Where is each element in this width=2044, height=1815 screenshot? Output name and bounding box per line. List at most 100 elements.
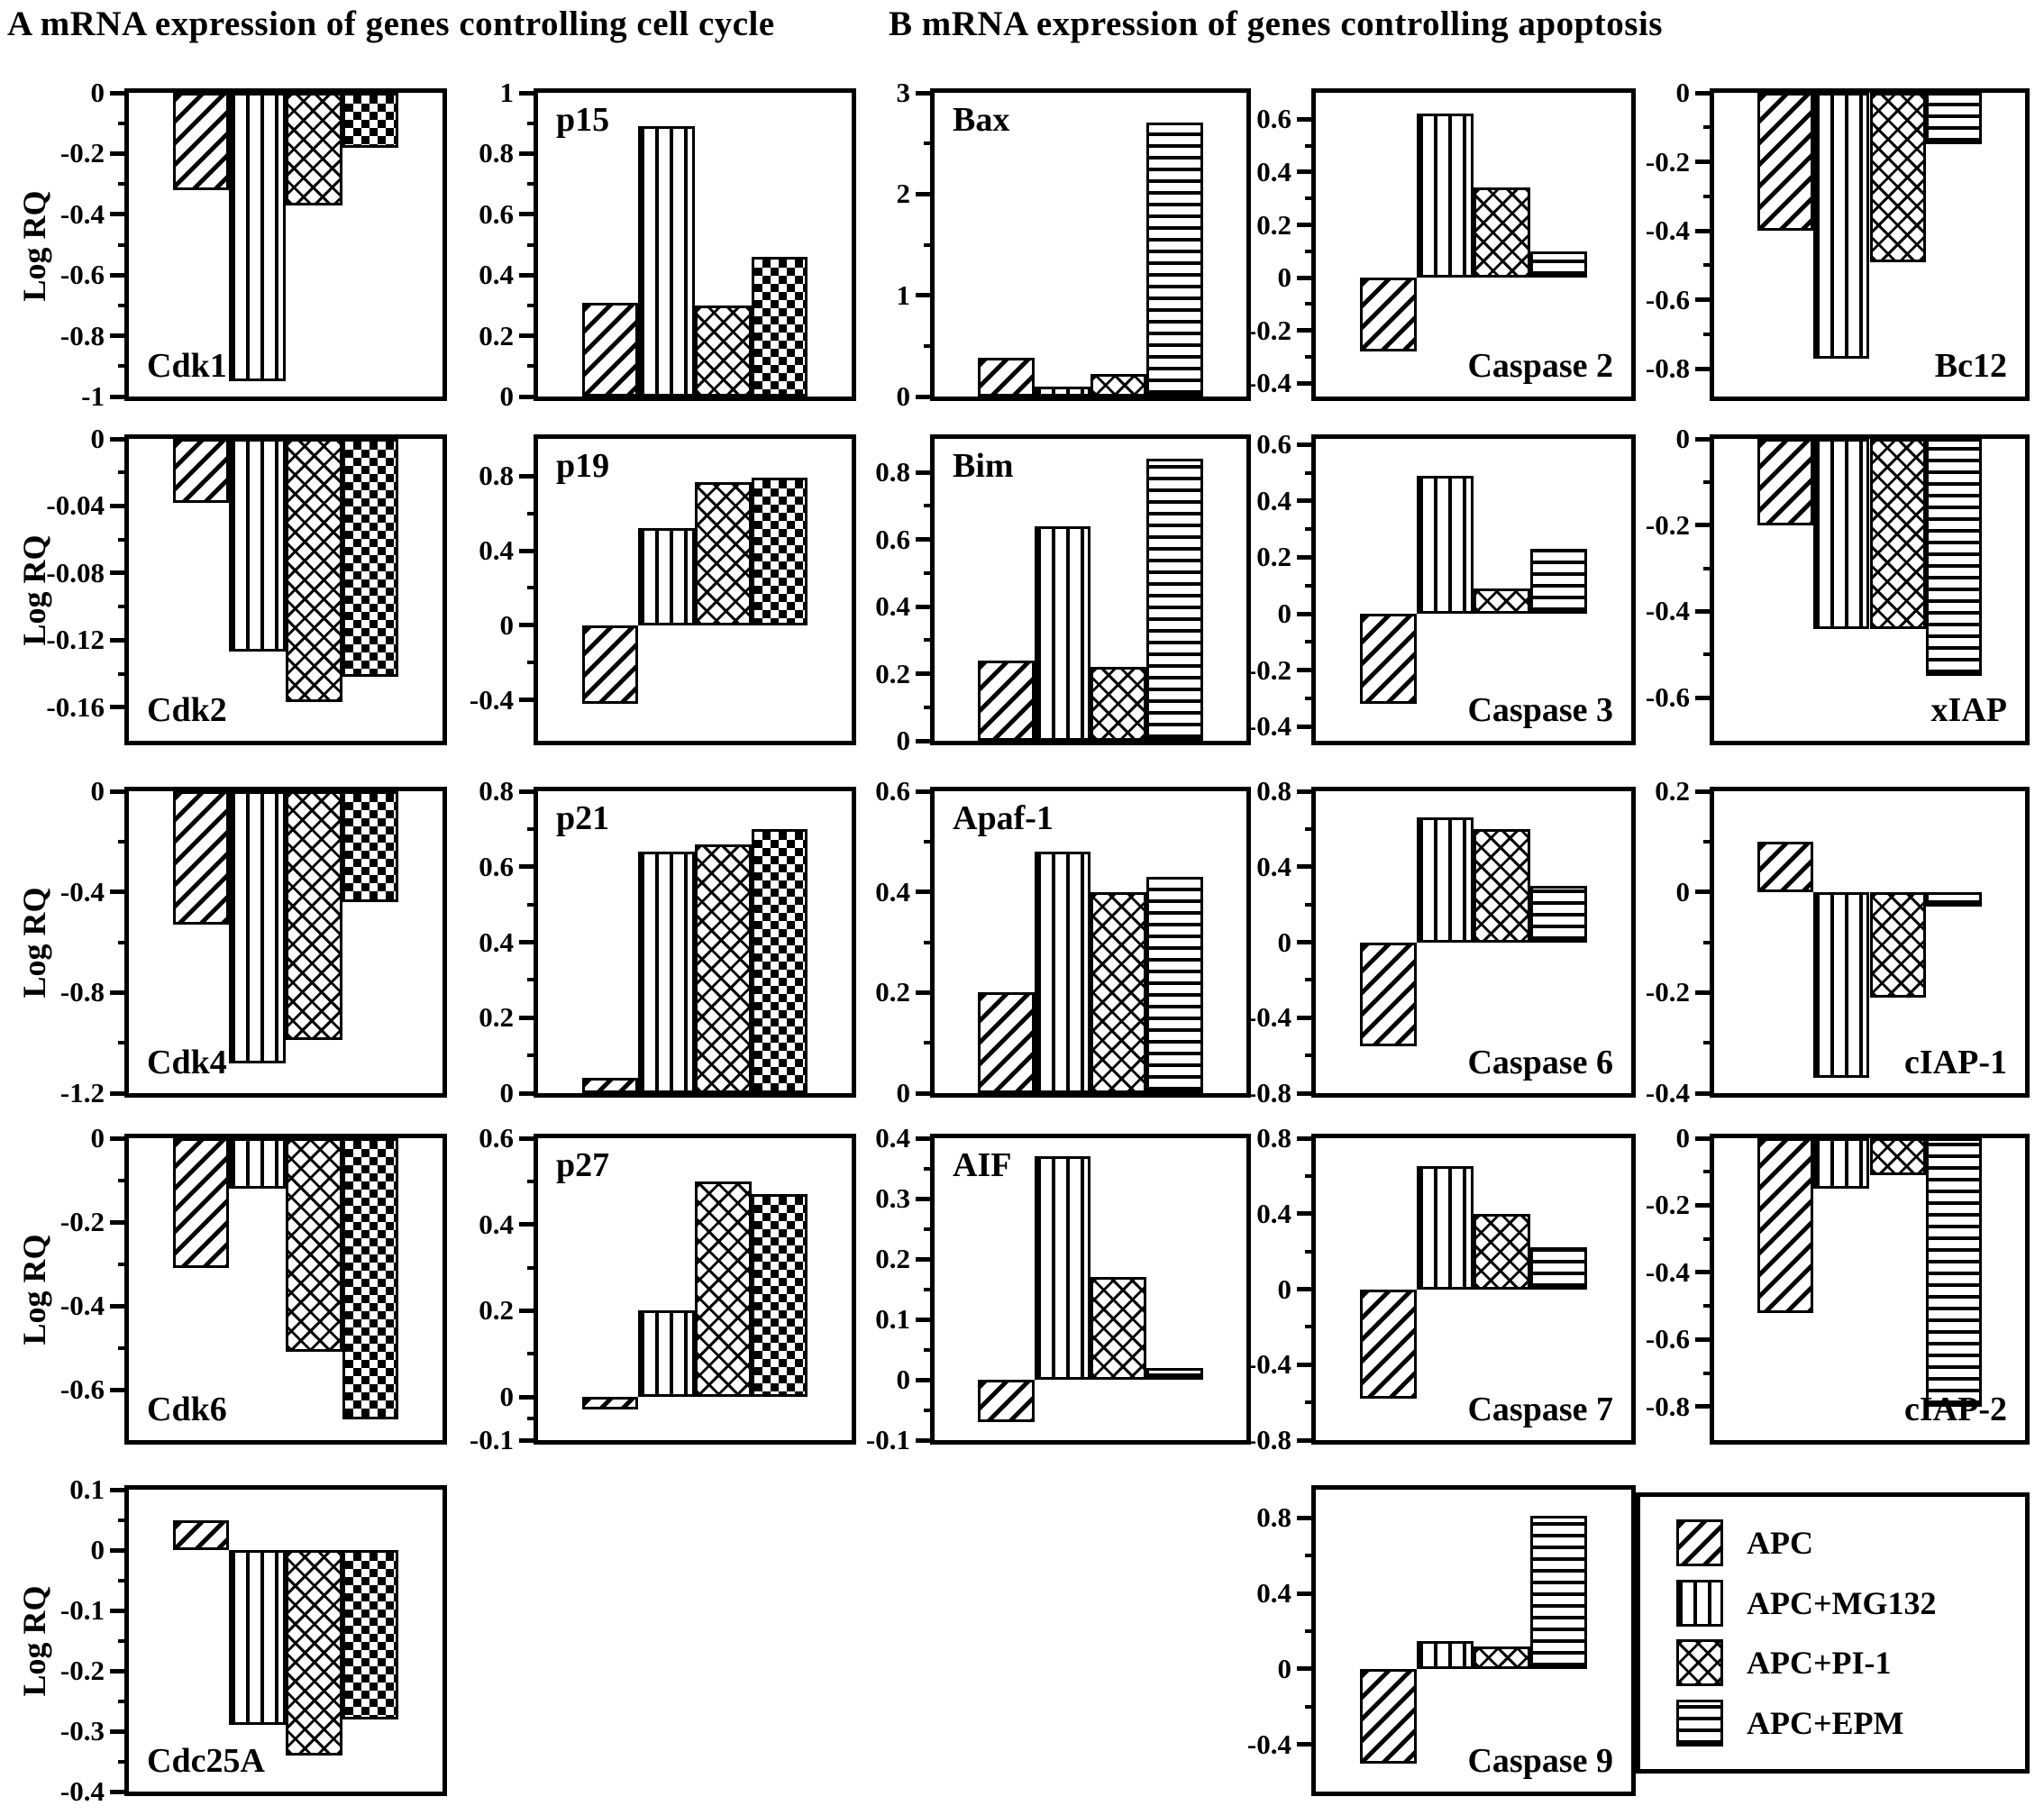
chart-p15: 1 0.8 0.6 0.4 0.2 0 p15 [479,77,856,412]
legend-swatch-diag-icon [1676,1519,1723,1567]
y-axis-minor-tick [924,504,935,508]
chart-cdk6: 0 -0.2 -0.4 -0.6 Cdk6 [60,1122,447,1445]
bar-apc-epm [1530,885,1587,943]
y-axis-minor-tick [118,537,129,542]
gene-label-bax: Bax [953,101,1010,139]
bar-apc-mg132 [1417,114,1474,278]
legend-swatch-vert-icon [1676,1579,1723,1627]
bar-apc-pi-1 [286,791,342,1041]
y-axis-tick-label: -0.4 [1246,1728,1291,1760]
chart-p21: 0.8 0.6 0.4 0.2 0 p21 [479,775,856,1108]
y-axis-tick-label: -0.4 [1246,367,1291,399]
y-axis-tick [1695,695,1714,700]
y-axis-minor-tick [1703,940,1714,944]
y-axis-tick [110,272,129,278]
y-axis-tick [110,436,129,442]
y-axis-minor-tick [527,364,538,369]
bar-apc-epm [342,439,399,678]
bar-apc [172,791,230,925]
y-axis-tick [1297,1742,1316,1747]
y-axis-minor-tick [1703,263,1714,268]
y-axis-tick [110,1387,129,1392]
y-axis-tick [1297,1666,1316,1672]
bar-apc [1360,278,1417,352]
y-axis-tick-label: 0.4 [875,1122,910,1154]
y-axis-minor-tick [118,121,129,125]
y-axis-tick-label: -0.8 [1246,1424,1291,1455]
bar-apc-epm [751,1194,808,1398]
bar-apc [1757,439,1814,525]
legend-item-label: APC+MG132 [1747,1584,1937,1621]
bar-apc-pi-1 [1869,891,1926,998]
bar-apc-pi-1 [1474,828,1530,943]
y-axis-minor-tick [527,511,538,515]
bar-apc-mg132 [1034,1156,1090,1380]
y-axis-tick [916,537,935,543]
bar-apc-mg132 [1813,1138,1870,1189]
y-axis-minor-tick [118,303,129,307]
y-axis-tick [110,1090,129,1096]
bar-apc-pi-1 [1869,439,1926,629]
gene-label-bim: Bim [953,447,1014,485]
bar-apc-pi-1 [286,439,342,703]
y-axis-tick-label: -0.4 [59,1775,105,1807]
y-axis-tick-label: 0 [499,1381,515,1413]
y-axis-tick [519,1308,538,1313]
y-axis-minor-tick [1305,527,1316,532]
y-axis-tick [110,1728,129,1734]
y-axis-minor-tick [1703,1304,1714,1309]
y-axis-tick-label: 0.4 [1256,850,1291,882]
y-axis-minor-tick [1305,1400,1316,1405]
bar-apc-epm [1530,251,1587,278]
chart-cdk4: 0 -0.4 -0.8 -1.2 Cdk4 [60,775,447,1108]
y-axis-tick [916,604,935,609]
bar-apc-mg132 [1813,93,1870,359]
bar-apc-pi-1 [1090,374,1147,397]
y-axis-tick [110,394,129,399]
y-axis-tick [519,1437,538,1443]
bar-apc-pi-1 [1869,93,1926,262]
y-axis-tick [1297,1437,1316,1443]
y-axis-tick [110,150,129,156]
y-axis-tick [519,212,538,217]
y-axis-tick-label: 0 [1277,926,1292,958]
y-axis-tick [916,191,935,196]
y-axis-tick [1297,724,1316,729]
bar-apc [978,660,1035,741]
y-axis-tick-label: 0.4 [1256,1197,1291,1229]
y-axis-tick-label: 0 [1675,423,1691,454]
y-axis-tick [1297,611,1316,616]
y-axis-tick-label: 0.2 [479,319,514,351]
y-axis-minor-tick [527,303,538,307]
legend-item-apc-epm: APC+EPM [1676,1699,2016,1747]
y-axis-tick [519,698,538,702]
y-axis-tick [519,623,538,628]
y-axis-tick-label: 0 [499,608,515,641]
y-axis-tick-label: 0.4 [875,590,910,623]
y-axis-tick [916,990,935,995]
y-axis-tick-label: -0.1 [469,1424,514,1455]
y-axis-tick-label: -1 [81,380,105,412]
bar-apc [172,1519,230,1550]
y-axis-minor-tick [1703,194,1714,198]
bar-apc [1360,942,1417,1046]
y-axis-tick-label: 0 [1277,261,1292,294]
bar-apc-pi-1 [1090,667,1147,741]
bar-apc-mg132 [638,1310,695,1398]
y-axis-minor-tick [1703,1041,1714,1045]
chart-p27: 0.6 0.4 0.2 0 -0.1 p27 [470,1122,856,1455]
y-axis-minor-tick [118,839,129,844]
y-axis-tick [1297,1287,1316,1291]
y-axis-minor-tick [1703,333,1714,337]
y-axis-minor-tick [924,570,935,575]
y-axis-label: Log RQ [16,1585,52,1697]
y-axis-tick-label: 0 [90,77,105,108]
gene-label-cdk1: Cdk1 [147,347,227,385]
y-axis-minor-tick [1305,640,1316,644]
y-axis-tick-label: 0.4 [1256,155,1291,187]
y-axis-minor-tick [527,826,538,831]
y-axis-tick-label: -0.4 [1246,1001,1291,1034]
y-axis-tick-label: 0.4 [1256,1577,1291,1610]
bar-apc [1757,1138,1814,1313]
y-axis-tick [110,889,129,895]
